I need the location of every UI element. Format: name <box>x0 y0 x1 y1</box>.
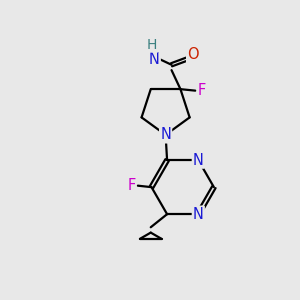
Text: N: N <box>149 52 160 67</box>
Text: F: F <box>127 178 135 193</box>
Text: O: O <box>187 47 199 62</box>
Text: N: N <box>193 207 204 222</box>
Text: N: N <box>160 128 171 142</box>
Text: H: H <box>147 38 157 52</box>
Text: N: N <box>193 153 204 168</box>
Text: F: F <box>198 83 206 98</box>
